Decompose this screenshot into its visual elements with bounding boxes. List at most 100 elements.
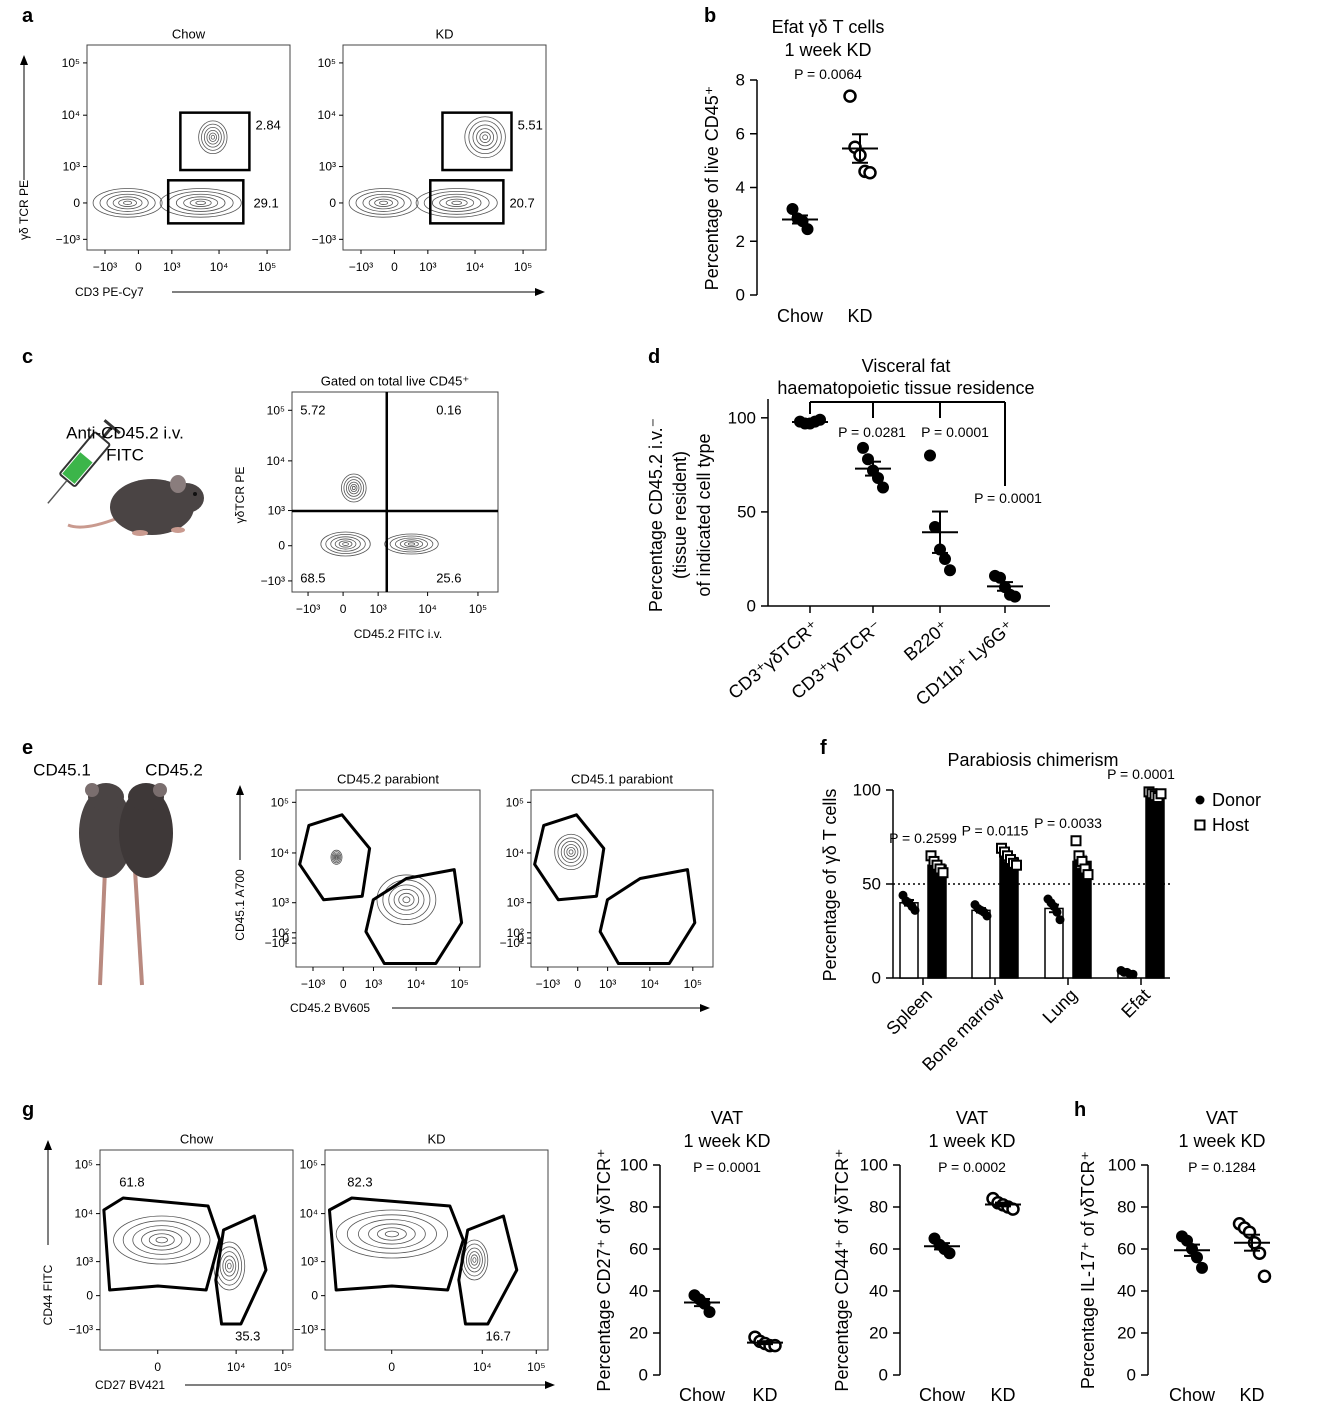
y-tick-label: 0	[282, 931, 289, 945]
y-axis-label: Percentage CD44⁺ of γδTCR⁺	[832, 1148, 852, 1391]
y-axis-label: of indicated cell type	[694, 433, 714, 596]
x-tick-label: 10⁵	[258, 260, 276, 274]
y-tick-label: 0	[73, 196, 80, 210]
p-value: P = 0.0064	[794, 66, 862, 82]
y-tick-label: 100	[860, 1156, 888, 1175]
chart-title: VAT	[1206, 1108, 1238, 1128]
y-axis-label: γδTCR PE	[233, 467, 247, 524]
chart-title: 1 week KD	[683, 1131, 770, 1151]
x-tick-label: 0	[574, 977, 581, 991]
plot-frame	[342, 44, 547, 251]
contour	[464, 116, 506, 159]
x-tick-label: 10⁴	[227, 1360, 246, 1374]
x-tick-label: 10³	[369, 602, 386, 616]
mouse-illustration	[67, 475, 204, 536]
gate-value: 82.3	[347, 1175, 372, 1190]
panel-label: b	[704, 5, 716, 27]
gate-value: 16.7	[486, 1329, 511, 1344]
x-tick-label: −10³	[536, 977, 560, 991]
gate	[166, 179, 245, 225]
y-tick-label: −10³	[56, 232, 80, 246]
x-tick-label: −10³	[349, 260, 373, 274]
x-tick-label: Chow	[679, 1385, 726, 1405]
p-value: P = 0.1284	[1188, 1159, 1256, 1175]
x-tick-label: Spleen	[882, 985, 936, 1039]
y-tick-label: 20	[1117, 1324, 1136, 1343]
gate	[598, 868, 697, 965]
y-tick-label: 10⁵	[300, 1158, 318, 1172]
y-tick-label: 10³	[319, 160, 336, 174]
p-value: P = 0.0281	[838, 424, 906, 440]
gate	[441, 111, 513, 172]
y-tick-label: 10⁴	[270, 846, 289, 860]
contour	[362, 193, 405, 212]
y-tick-label: 60	[629, 1240, 648, 1259]
bar	[999, 856, 1019, 979]
y-axis-label: Percentage of γδ T cells	[820, 789, 840, 982]
gate-value: 5.72	[300, 403, 325, 418]
contour	[325, 534, 366, 555]
x-tick-label: 10³	[419, 260, 436, 274]
y-tick-label: 0	[879, 1366, 888, 1385]
legend-marker	[1195, 795, 1205, 805]
data-point	[943, 1247, 956, 1260]
contour	[330, 536, 361, 552]
contour	[377, 1227, 407, 1241]
gate-value: 25.6	[436, 571, 461, 586]
gate	[364, 868, 464, 965]
illustration-label: CD45.1	[33, 761, 91, 780]
y-tick-label: 40	[869, 1282, 888, 1301]
data-point	[857, 441, 869, 454]
y-tick-label: 50	[862, 875, 881, 894]
contour	[415, 188, 498, 218]
contour	[468, 1251, 481, 1269]
contour	[379, 200, 389, 205]
y-tick-label: 0	[872, 969, 881, 988]
x-axis-label: CD27 BV421	[95, 1378, 165, 1392]
data-point	[1257, 1269, 1272, 1284]
y-tick-label: −10²	[500, 936, 524, 950]
contour	[148, 1233, 175, 1247]
gate	[102, 1196, 222, 1292]
contour	[334, 538, 357, 550]
gate	[533, 813, 606, 902]
panel-label: h	[1074, 1099, 1086, 1121]
p-value: P = 0.0115	[962, 822, 1029, 838]
y-tick-label: 100	[728, 408, 756, 427]
contour	[113, 1215, 211, 1265]
contour	[389, 535, 434, 553]
contour	[118, 198, 137, 207]
data-point	[924, 449, 936, 462]
y-tick-label: 10⁵	[75, 1158, 93, 1172]
contour	[155, 1236, 168, 1244]
legend-marker	[1194, 819, 1206, 831]
contour	[348, 188, 419, 218]
contour	[465, 1247, 483, 1273]
contour	[402, 896, 411, 904]
contour	[210, 134, 215, 140]
axis-arrow	[545, 1381, 555, 1389]
data-point	[939, 552, 951, 565]
x-tick-label: 0	[388, 1360, 395, 1374]
p-value: P = 0.0033	[1034, 815, 1102, 831]
y-axis-label: Percentage CD27⁺ of γδTCR⁺	[594, 1148, 614, 1391]
contour	[99, 190, 156, 215]
p-value: P = 0.0001	[693, 1159, 761, 1175]
plot-frame	[99, 1149, 294, 1351]
data-point	[982, 911, 992, 921]
y-tick-label: 40	[1117, 1282, 1136, 1301]
chart-title: haematopoietic tissue residence	[777, 378, 1034, 398]
plot-title: Gated on total live CD45⁺	[321, 374, 470, 389]
x-tick-label: 10⁴	[210, 260, 229, 274]
x-tick-label: KD	[990, 1385, 1015, 1405]
contour	[557, 837, 585, 867]
x-tick-label: 10⁵	[527, 1360, 545, 1374]
contour	[335, 856, 338, 859]
y-tick-label: 0	[278, 539, 285, 553]
contour	[346, 1214, 437, 1254]
contour	[566, 846, 576, 857]
x-tick-label: 10⁴	[407, 977, 426, 991]
y-tick-label: 10⁵	[267, 403, 285, 417]
gate-value: 0.16	[436, 403, 461, 418]
